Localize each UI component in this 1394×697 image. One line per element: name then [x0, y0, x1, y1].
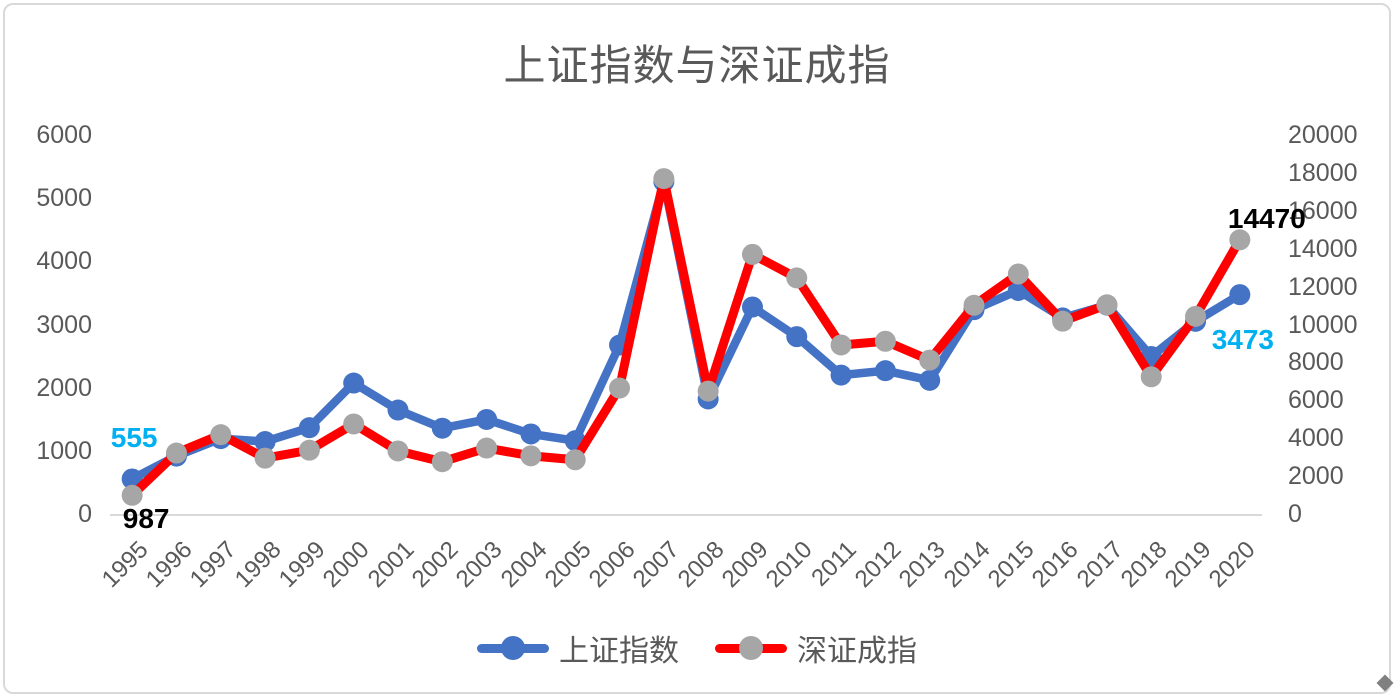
point-sse-2001[interactable] [387, 399, 409, 421]
point-szse-2001[interactable] [387, 440, 409, 462]
sse-line-marker-icon [477, 635, 549, 661]
point-szse-1999[interactable] [298, 439, 320, 461]
point-szse-2013[interactable] [919, 349, 941, 371]
point-sse-2011[interactable] [830, 364, 852, 386]
point-szse-2019[interactable] [1185, 305, 1207, 327]
point-szse-2020[interactable] [1229, 229, 1251, 251]
point-szse-1997[interactable] [210, 424, 232, 446]
right-axis-tick-10000[interactable]: 10000 [1288, 310, 1358, 339]
data-label-555[interactable]: 555 [110, 421, 158, 453]
right-axis-tick-8000[interactable]: 8000 [1288, 348, 1344, 377]
legend-item-sse[interactable]: 上证指数 [477, 626, 679, 670]
point-szse-2016[interactable] [1052, 310, 1074, 332]
right-axis-tick-16000[interactable]: 16000 [1288, 196, 1358, 225]
right-axis-tick-20000[interactable]: 20000 [1288, 121, 1358, 149]
point-szse-2018[interactable] [1140, 366, 1162, 388]
point-sse-2003[interactable] [476, 408, 498, 430]
point-szse-2002[interactable] [431, 451, 453, 473]
point-sse-2013[interactable] [919, 369, 941, 391]
point-sse-1998[interactable] [254, 431, 276, 453]
point-szse-2012[interactable] [874, 330, 896, 352]
data-label-14470[interactable]: 14470 [1227, 202, 1306, 234]
point-szse-2017[interactable] [1096, 294, 1118, 316]
left-axis-tick-4000[interactable]: 4000 [36, 247, 92, 276]
chart-title[interactable]: 上证指数与深证成指 [503, 42, 891, 89]
point-sse-2004[interactable] [520, 423, 542, 445]
right-axis-tick-4000[interactable]: 4000 [1288, 424, 1344, 453]
point-szse-2004[interactable] [520, 445, 542, 467]
left-axis-tick-3000[interactable]: 3000 [36, 310, 92, 339]
left-axis-tick-5000[interactable]: 5000 [36, 184, 92, 213]
point-sse-2002[interactable] [431, 417, 453, 439]
point-szse-2011[interactable] [830, 334, 852, 356]
point-szse-1995[interactable] [121, 484, 143, 506]
legend-label-sse: 上证指数 [559, 635, 679, 668]
point-szse-2006[interactable] [609, 377, 631, 399]
point-szse-2007[interactable] [653, 168, 675, 190]
series-line-sse[interactable] [127, 177, 1245, 484]
szse-line-marker-icon [715, 635, 787, 661]
point-sse-2010[interactable] [786, 326, 808, 348]
legend: 上证指数 深证成指 [0, 626, 1394, 670]
point-sse-2020[interactable] [1229, 284, 1251, 306]
point-sse-2012[interactable] [874, 360, 896, 382]
right-axis-tick-14000[interactable]: 14000 [1288, 234, 1358, 263]
data-label-987[interactable]: 987 [122, 503, 170, 535]
left-axis-tick-1000[interactable]: 1000 [36, 436, 92, 465]
series-line-szse[interactable] [127, 174, 1245, 500]
left-axis-tick-0[interactable]: 0 [78, 500, 92, 528]
legend-label-szse: 深证成指 [797, 635, 917, 668]
point-szse-2010[interactable] [786, 267, 808, 289]
right-axis-tick-12000[interactable]: 12000 [1288, 272, 1358, 301]
right-axis-tick-6000[interactable]: 6000 [1288, 386, 1344, 415]
point-szse-2000[interactable] [343, 413, 365, 435]
left-axis-tick-6000[interactable]: 6000 [36, 121, 92, 149]
right-axis-tick-0[interactable]: 0 [1288, 500, 1302, 528]
point-sse-2000[interactable] [343, 372, 365, 394]
point-sse-1999[interactable] [298, 417, 320, 439]
point-sse-2009[interactable] [741, 296, 763, 318]
legend-item-szse[interactable]: 深证成指 [715, 626, 917, 670]
point-szse-1996[interactable] [165, 442, 187, 464]
right-axis-tick-18000[interactable]: 18000 [1288, 158, 1358, 187]
point-szse-2015[interactable] [1007, 263, 1029, 285]
point-szse-2005[interactable] [564, 449, 586, 471]
right-axis-tick-2000[interactable]: 2000 [1288, 462, 1344, 491]
left-axis-tick-2000[interactable]: 2000 [36, 373, 92, 402]
data-label-3473[interactable]: 3473 [1211, 323, 1274, 355]
point-szse-2009[interactable] [741, 243, 763, 265]
point-szse-1998[interactable] [254, 447, 276, 469]
point-szse-2008[interactable] [697, 380, 719, 402]
point-szse-2014[interactable] [963, 294, 985, 316]
point-szse-2003[interactable] [476, 437, 498, 459]
